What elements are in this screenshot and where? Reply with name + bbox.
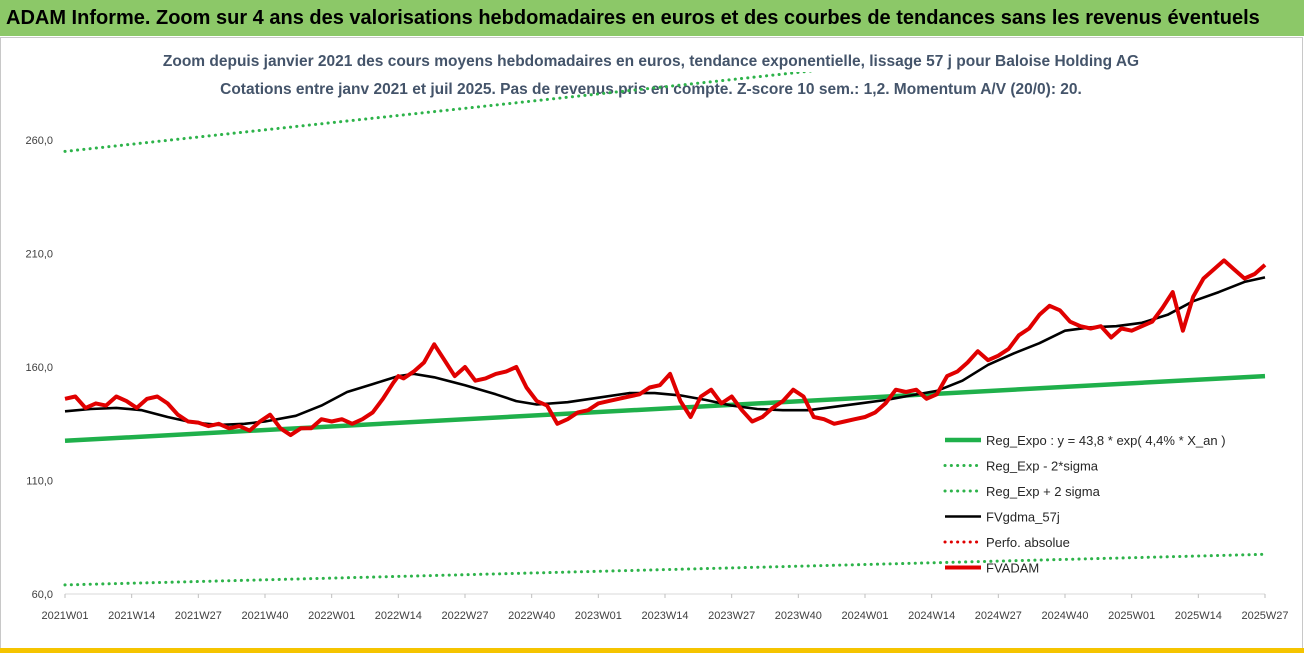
- legend-fvgdma-label: FVgdma_57j: [986, 510, 1060, 525]
- x-tick-label: 2023W27: [708, 610, 755, 622]
- x-tick-label: 2021W01: [41, 610, 88, 622]
- x-tick-label: 2022W27: [441, 610, 488, 622]
- legend-minus-2sigma-label: Reg_Exp - 2*sigma: [986, 459, 1099, 474]
- chart-subtitle: Cotations entre janv 2021 et juil 2025. …: [220, 81, 1082, 98]
- series-fvadam: [64, 258, 1267, 438]
- y-tick-label: 60,0: [32, 589, 53, 601]
- y-tick-label: 160,0: [25, 362, 53, 374]
- x-tick-label: 2023W01: [575, 610, 622, 622]
- series-group: [63, 72, 1267, 587]
- x-tick-label: 2021W40: [241, 610, 288, 622]
- chart-frame: Zoom depuis janvier 2021 des cours moyen…: [0, 37, 1303, 652]
- x-tick-label: 2023W14: [641, 610, 688, 622]
- series-fvgdma-57j: [64, 276, 1266, 427]
- chart-title: Zoom depuis janvier 2021 des cours moyen…: [163, 53, 1139, 70]
- x-tick-label: 2021W27: [175, 610, 222, 622]
- x-tick-label: 2024W14: [908, 610, 955, 622]
- footer-accent-bar: [0, 648, 1304, 653]
- chart-legend: Reg_Expo : y = 43,8 * exp( 4,4% * X_an )…: [943, 433, 1226, 576]
- series-reg-expo: [64, 373, 1266, 444]
- series-reg-exp-plus-2sigma: [63, 72, 816, 153]
- y-tick-label: 260,0: [25, 135, 53, 147]
- report-banner-title: ADAM Informe. Zoom sur 4 ans des valoris…: [0, 0, 1304, 36]
- y-tick-label: 110,0: [26, 476, 53, 488]
- x-tick-label: 2022W01: [308, 610, 355, 622]
- legend-perfo-label: Perfo. absolue: [986, 535, 1070, 550]
- y-axis-ticks: 60,0 110,0 160,0 210,0 260,0: [25, 135, 53, 601]
- legend-fvadam-label: FVADAM: [986, 561, 1039, 576]
- x-tick-label: 2025W01: [1108, 610, 1155, 622]
- x-tick-label: 2021W14: [108, 610, 155, 622]
- x-tick-label: 2024W01: [841, 610, 888, 622]
- x-tick-label: 2025W27: [1241, 610, 1288, 622]
- x-tick-label: 2024W27: [975, 610, 1022, 622]
- x-tick-label: 2025W14: [1175, 610, 1222, 622]
- legend-reg-expo-label: Reg_Expo : y = 43,8 * exp( 4,4% * X_an ): [986, 433, 1226, 448]
- legend-plus-2sigma-label: Reg_Exp + 2 sigma: [986, 484, 1101, 499]
- x-tick-label: 2023W40: [775, 610, 822, 622]
- y-tick-label: 210,0: [25, 249, 53, 261]
- x-tick-label: 2022W14: [375, 610, 422, 622]
- x-tick-label: 2024W40: [1041, 610, 1088, 622]
- x-tick-label: 2022W40: [508, 610, 555, 622]
- x-axis-ticks: 2021W01 2021W14 2021W27 2021W40 2022W01 2022W…: [41, 594, 1289, 622]
- series-reg-exp-minus-2sigma: [63, 552, 1267, 587]
- line-chart: Zoom depuis janvier 2021 des cours moyen…: [25, 53, 1289, 622]
